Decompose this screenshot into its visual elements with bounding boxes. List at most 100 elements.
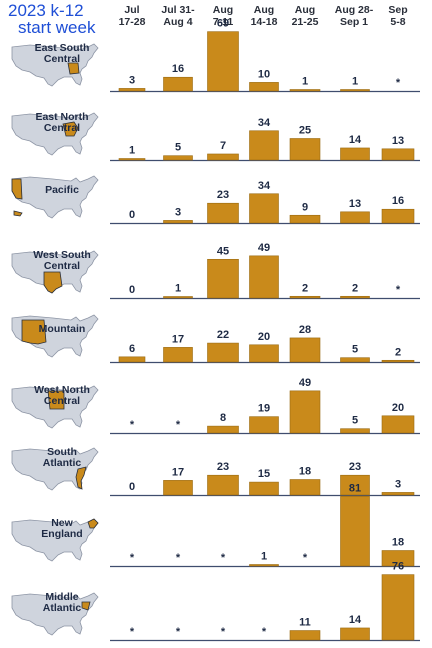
value-label: 14 [349, 134, 362, 146]
region-highlight [75, 466, 87, 490]
value-label: * [176, 552, 181, 564]
bar [289, 214, 321, 224]
value-label: * [130, 552, 135, 564]
value-label: 49 [299, 377, 311, 389]
bar [249, 564, 279, 567]
us-map-icon [11, 518, 99, 562]
bar [163, 76, 193, 92]
value-label: 17 [172, 333, 184, 345]
chart-title: 2023 k-12 start week [8, 2, 138, 36]
bar [289, 138, 321, 161]
value-label: 34 [258, 117, 271, 129]
value-label: * [396, 77, 401, 89]
bar [118, 158, 146, 161]
region-label: Mountain [39, 323, 86, 335]
value-label: 18 [392, 537, 404, 549]
us-outline [11, 43, 99, 87]
region-label: East South [35, 42, 90, 54]
value-label: 0 [129, 284, 135, 296]
bar [207, 202, 239, 224]
region-label: Central [44, 395, 80, 407]
bar [207, 474, 239, 496]
region-label: East North [35, 111, 88, 123]
us-map-icon [11, 385, 99, 429]
title-line-2: start week [18, 18, 96, 37]
value-label: 45 [217, 245, 229, 257]
bar [340, 211, 370, 224]
value-label: 76 [392, 561, 404, 573]
column-header: Jul 31- Aug 4 [161, 4, 195, 28]
region-label: Atlantic [43, 457, 82, 469]
bar [163, 296, 193, 299]
bar [340, 627, 370, 641]
value-label: 1 [261, 551, 267, 563]
region-label: England [41, 528, 82, 540]
region-label: Pacific [45, 184, 79, 196]
value-label: 1 [352, 76, 358, 88]
value-label: 3 [175, 206, 181, 218]
value-label: 5 [352, 415, 358, 427]
region-label: Central [44, 53, 80, 65]
bar [340, 474, 370, 496]
value-label: 5 [175, 142, 181, 154]
value-label: 11 [299, 617, 311, 629]
bar [289, 479, 321, 496]
bar [340, 147, 370, 161]
column-header: Jul 17-28 [118, 4, 146, 28]
value-label: * [130, 419, 135, 431]
bar [163, 347, 193, 363]
bar [340, 295, 370, 299]
us-outline [11, 112, 99, 156]
us-map-icon [11, 592, 99, 636]
bar [381, 359, 415, 363]
value-label: * [130, 626, 135, 638]
region-highlight [87, 518, 99, 529]
value-label: 14 [349, 614, 362, 626]
bar [289, 630, 321, 641]
region-label: Central [44, 260, 80, 272]
bar [289, 337, 321, 363]
region-label: Atlantic [43, 602, 82, 614]
value-label: 3 [395, 478, 401, 490]
value-label: 22 [217, 329, 229, 341]
value-label: 20 [392, 402, 404, 414]
bar [340, 357, 370, 363]
value-label: 23 [217, 189, 229, 201]
column-header: Sep 5-8 [388, 4, 408, 28]
us-map-icon [11, 314, 99, 358]
region-highlight [11, 178, 23, 217]
value-label: 16 [172, 63, 184, 75]
value-label: 16 [392, 195, 404, 207]
region-highlight [21, 319, 47, 345]
us-outline [11, 592, 99, 636]
column-header: Aug 14-18 [250, 4, 278, 28]
value-label: 3 [129, 74, 135, 86]
bar [249, 130, 279, 161]
bar [163, 480, 193, 496]
bar [249, 344, 279, 363]
bar [207, 153, 239, 161]
region-label: New [51, 517, 73, 529]
region-label: Middle [45, 591, 78, 603]
region-label: West South [33, 249, 91, 261]
bar [289, 390, 321, 434]
bar [381, 415, 415, 434]
us-map-icon [11, 250, 99, 294]
bar [381, 208, 415, 224]
value-label: 9 [302, 201, 308, 213]
value-label: * [176, 419, 181, 431]
bar [163, 220, 193, 224]
value-label: 13 [349, 198, 361, 210]
value-label: * [176, 626, 181, 638]
value-label: 6 [129, 343, 135, 355]
bar [381, 574, 415, 641]
us-outline [11, 518, 99, 562]
value-label: 69 [217, 18, 229, 30]
bar [289, 89, 321, 92]
bar [381, 492, 415, 496]
title-line-1: 2023 k-12 [8, 1, 84, 20]
region-highlight [67, 62, 80, 75]
value-label: 28 [299, 324, 311, 336]
